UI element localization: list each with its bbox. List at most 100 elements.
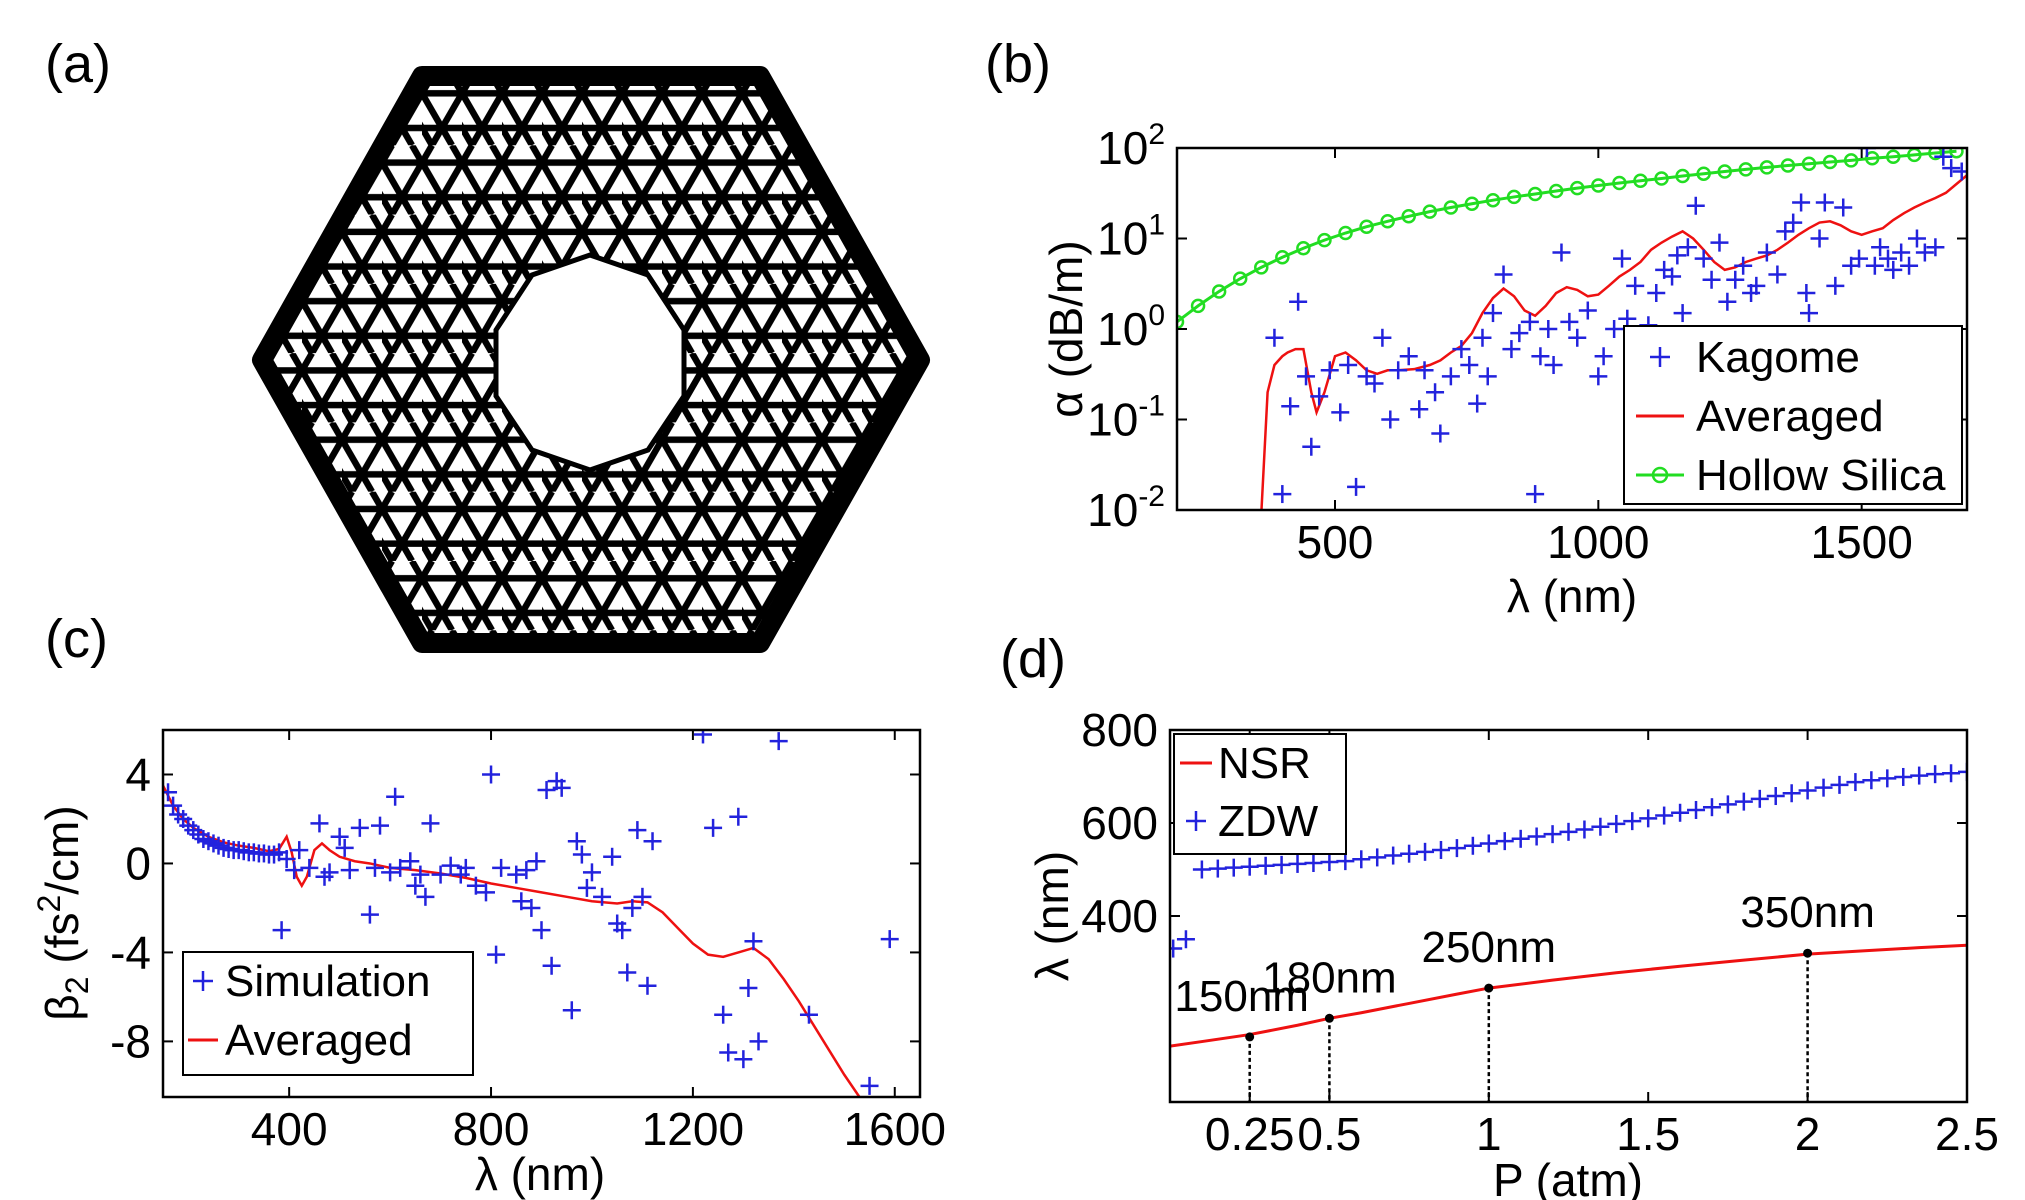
hollow-silica-point-32 xyxy=(1843,153,1859,168)
hollow-silica-point-2 xyxy=(1211,284,1227,299)
simulation-point-49 xyxy=(456,858,475,877)
kagome-point-10 xyxy=(1347,477,1366,496)
annotation-marker xyxy=(1484,983,1494,993)
ytick-label-d: 600 xyxy=(1081,797,1158,849)
xtick-label-d: 2 xyxy=(1795,1108,1821,1160)
kagome-point-6 xyxy=(1310,387,1329,406)
kagome-point-73 xyxy=(1834,198,1853,217)
annotation-marker xyxy=(1324,1013,1334,1023)
legend-d-zdw: ZDW xyxy=(1218,797,1319,846)
annotation-label: 180nm xyxy=(1262,953,1397,1002)
kagome-point-51 xyxy=(1668,246,1687,265)
zdw-point-45 xyxy=(1878,769,1897,788)
simulation-point-61 xyxy=(537,781,556,800)
zdw-point-17 xyxy=(1431,840,1450,859)
zdw-point-27 xyxy=(1591,817,1610,836)
kagome-point-20 xyxy=(1431,424,1450,443)
zdw-point-3 xyxy=(1208,859,1227,878)
panel-label-c: (c) xyxy=(45,609,108,669)
xtick-label-b: 500 xyxy=(1297,516,1374,568)
annotation-marker xyxy=(1245,1032,1255,1042)
kagome-point-15 xyxy=(1389,361,1408,380)
hollow-silica-point-4 xyxy=(1254,260,1269,275)
kagome-point-4 xyxy=(1297,367,1316,386)
kagome-point-67 xyxy=(1792,193,1811,212)
series-hollow-silica-line xyxy=(1177,149,1957,324)
kagome-point-62 xyxy=(1747,276,1766,295)
kagome-point-43 xyxy=(1613,249,1632,268)
zdw-point-2 xyxy=(1192,860,1211,879)
zdw-point-6 xyxy=(1256,856,1275,875)
simulation-point-86 xyxy=(739,979,758,998)
kagome-point-16 xyxy=(1399,347,1418,366)
hollow-silica-point-25 xyxy=(1696,166,1711,181)
panel-label-a: (a) xyxy=(45,34,111,94)
hollow-silica-point-3 xyxy=(1232,271,1248,286)
simulation-point-27 xyxy=(300,858,319,877)
simulation-point-55 xyxy=(507,865,526,884)
simulation-point-75 xyxy=(623,898,642,917)
simulation-point-77 xyxy=(633,887,652,906)
kagome-point-45 xyxy=(1626,276,1645,295)
simulation-point-35 xyxy=(360,905,379,924)
kagome-point-27 xyxy=(1484,304,1502,323)
kagome-point-68 xyxy=(1797,283,1816,302)
zdw-point-21 xyxy=(1495,832,1514,851)
kagome-point-21 xyxy=(1441,367,1460,386)
legend-b-hollow-silica-symbol xyxy=(1651,466,1669,484)
hollow-silica-point-13 xyxy=(1443,200,1459,215)
series-averaged-line xyxy=(1260,174,1967,510)
simulation-point-47 xyxy=(441,856,460,875)
hollow-silica-point-22 xyxy=(1633,173,1648,188)
hollow-silica-point-27 xyxy=(1738,162,1754,177)
hollow-silica-point-24 xyxy=(1675,168,1690,184)
simulation-point-51 xyxy=(476,883,495,902)
kagome-point-36 xyxy=(1552,243,1571,262)
hollow-silica-point-0 xyxy=(1177,314,1185,330)
kagome-point-84 xyxy=(1915,243,1934,262)
hollow-silica-point-11 xyxy=(1401,209,1416,224)
zdw-point-12 xyxy=(1352,850,1371,869)
zdw-point-7 xyxy=(1272,855,1291,874)
simulation-point-87 xyxy=(744,932,763,951)
simulation-point-40 xyxy=(391,858,410,877)
axis-d-xlabel: P (atm) xyxy=(1493,1154,1643,1200)
ytick-label-d: 800 xyxy=(1081,704,1158,756)
panel-label-d: (d) xyxy=(1000,629,1066,689)
legend-c-simulation: Simulation xyxy=(225,957,430,1006)
kagome-point-35 xyxy=(1544,356,1563,375)
simulation-point-39 xyxy=(386,787,405,806)
kagome-point-77 xyxy=(1865,256,1884,275)
zdw-point-41 xyxy=(1814,778,1833,797)
kagome-point-17 xyxy=(1410,400,1429,419)
annotation-label: 250nm xyxy=(1422,923,1557,972)
legend-b-kagome: Kagome xyxy=(1696,333,1860,382)
xtick-label-c: 400 xyxy=(251,1103,328,1155)
kagome-point-26 xyxy=(1478,367,1497,386)
kagome-point-18 xyxy=(1415,361,1434,380)
axis-b-ylabel: α (dB/m) xyxy=(1040,240,1092,417)
zdw-point-33 xyxy=(1687,800,1706,819)
hollow-silica-point-8 xyxy=(1338,225,1353,241)
axis-c-ylabel: β2 (fs2/cm) xyxy=(31,805,95,1020)
kagome-point-14 xyxy=(1381,410,1400,429)
simulation-point-73 xyxy=(613,921,632,940)
zdw-point-43 xyxy=(1846,773,1865,792)
xtick-label-d: 0.25 xyxy=(1205,1108,1295,1160)
kagome-point-0 xyxy=(1265,328,1284,347)
simulation-point-44 xyxy=(416,887,435,906)
simulation-point-76 xyxy=(628,821,647,840)
zdw-point-48 xyxy=(1926,765,1945,784)
kagome-point-30 xyxy=(1510,324,1529,343)
kagome-point-39 xyxy=(1578,301,1597,320)
legend-c-simulation-symbol xyxy=(193,971,213,991)
xtick-label-d: 2.5 xyxy=(1935,1108,1999,1160)
zdw-point-18 xyxy=(1447,839,1466,858)
kagome-point-40 xyxy=(1589,367,1608,386)
zdw-point-49 xyxy=(1942,764,1961,783)
zdw-point-31 xyxy=(1655,806,1674,825)
kagome-point-19 xyxy=(1426,383,1445,402)
kagome-point-58 xyxy=(1718,292,1737,311)
simulation-point-70 xyxy=(593,887,612,906)
